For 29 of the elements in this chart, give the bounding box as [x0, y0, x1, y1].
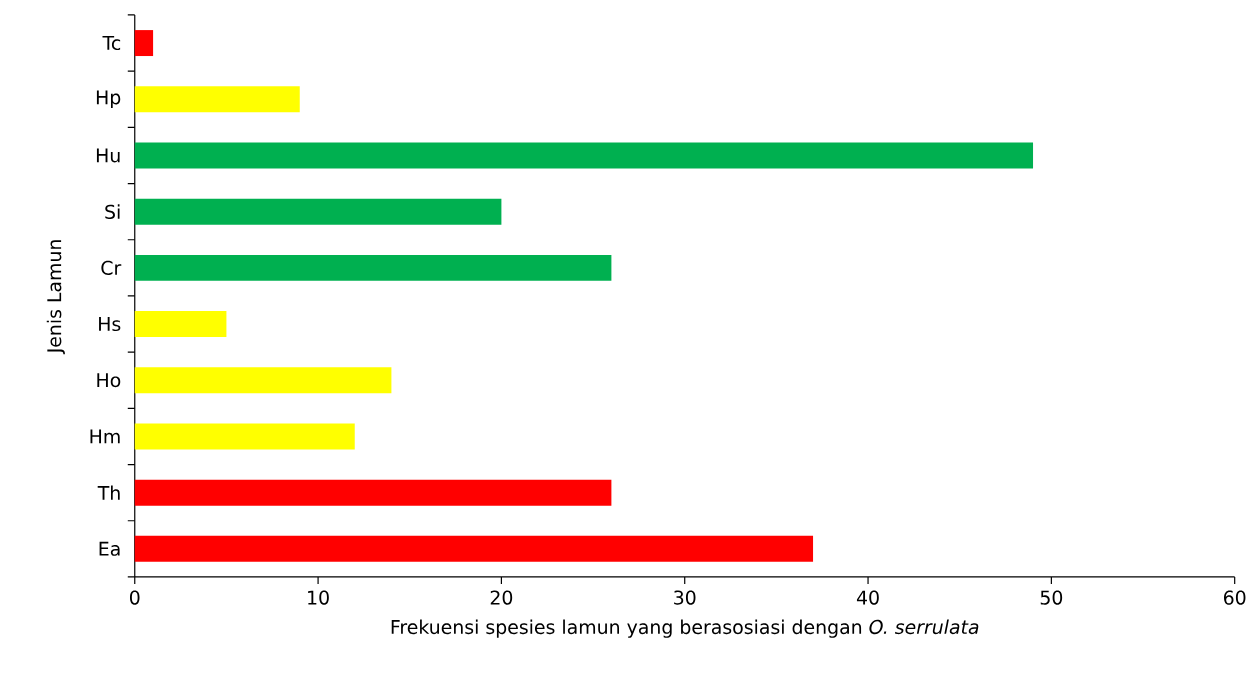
- y-tick-label: Ho: [97, 373, 121, 388]
- bar: [134, 479, 612, 506]
- x-tick-label: 60: [1223, 590, 1246, 605]
- bar: [134, 254, 612, 281]
- x-tick-label: 20: [490, 590, 513, 605]
- y-tick-label: Th: [97, 485, 120, 500]
- y-tick-label: Cr: [101, 260, 122, 276]
- bar: [134, 423, 355, 450]
- y-tick-label: Hp: [96, 90, 121, 109]
- y-tick-label: Hs: [99, 317, 121, 332]
- x-tick-label: 0: [130, 590, 140, 605]
- x-tick-label: 30: [674, 590, 696, 605]
- x-tick-label: 50: [1040, 590, 1063, 605]
- bar: [134, 311, 227, 338]
- y-tick-label: Ea: [99, 541, 120, 556]
- y-tick-label: Hu: [96, 148, 120, 163]
- y-tick-label: Hm: [90, 429, 120, 444]
- bar: [134, 142, 1034, 169]
- bar: [134, 367, 392, 394]
- bar: [134, 30, 154, 57]
- x-tick-label: 10: [308, 590, 329, 605]
- x-axis-title: Frekuensi spesies lamun yang berasosiasi dengan O. serrulata: [391, 619, 979, 638]
- y-tick-label: Tc: [102, 36, 121, 51]
- bar: [134, 86, 300, 113]
- x-tick-label: 40: [856, 590, 879, 605]
- y-tick-label: Si: [105, 204, 120, 220]
- bar: [134, 535, 814, 562]
- bar: [134, 198, 502, 225]
- y-axis-title: Jenis Lamun: [46, 240, 65, 355]
